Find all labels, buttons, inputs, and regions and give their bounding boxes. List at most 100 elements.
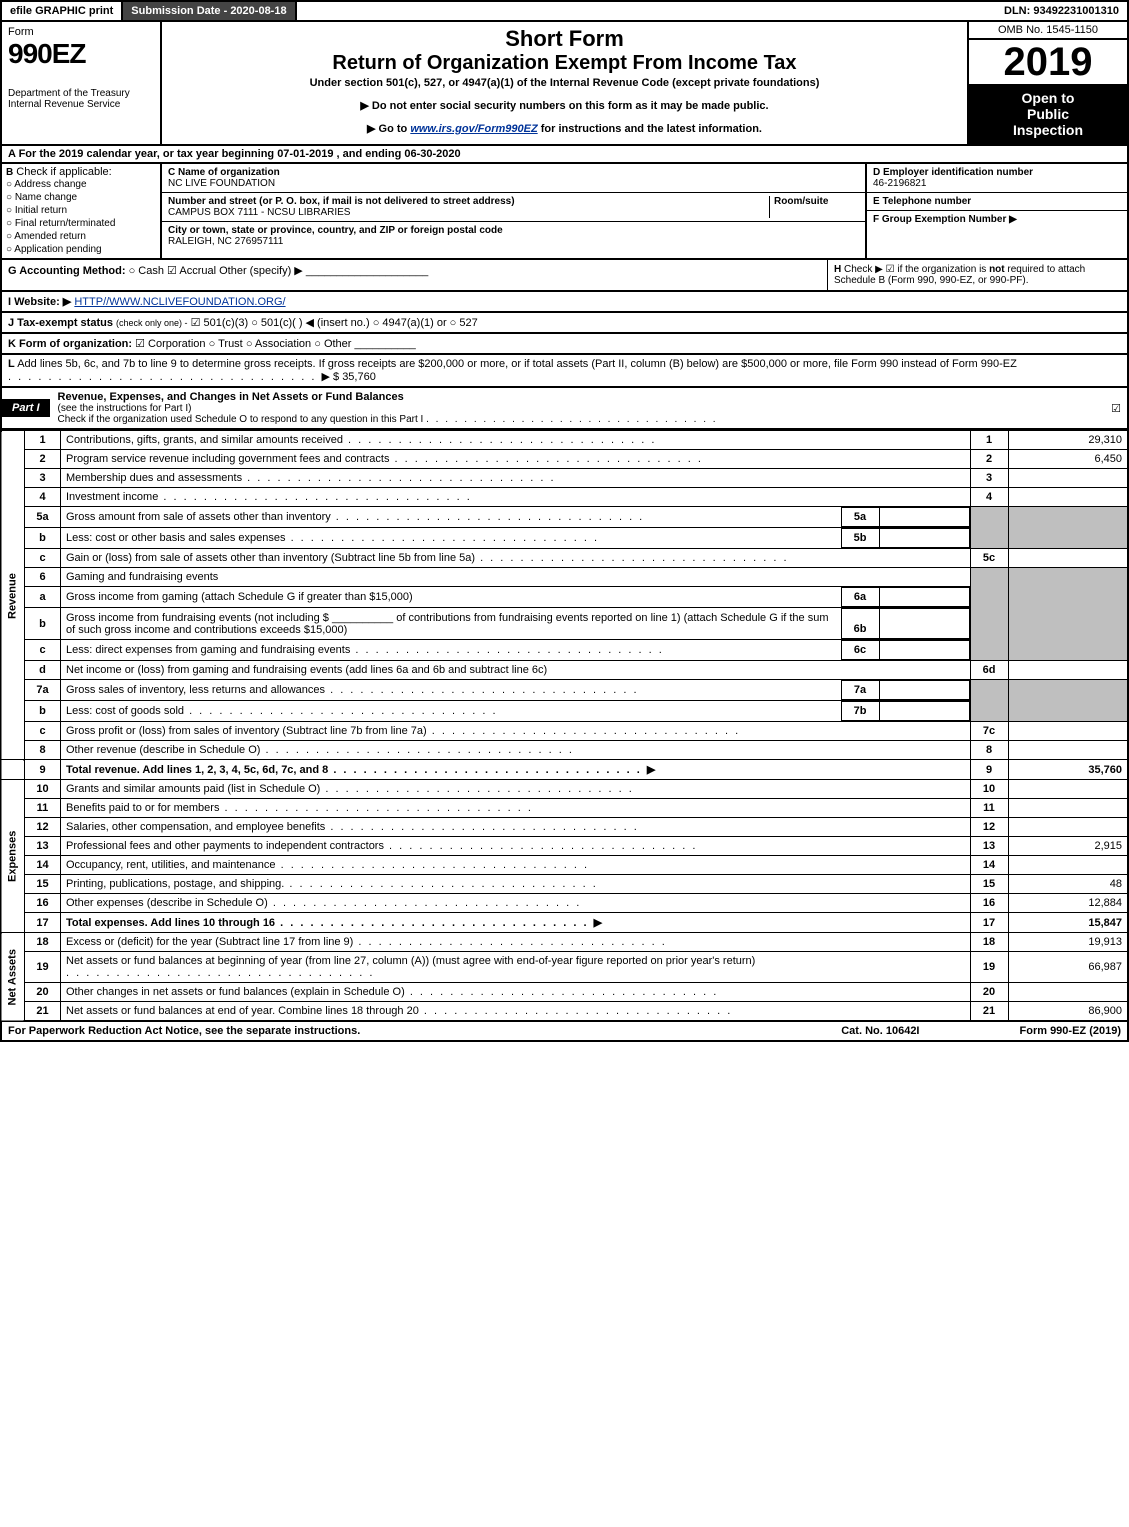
- j-501c[interactable]: 501(c)( ) ◀ (insert no.): [251, 317, 369, 329]
- table-row: 12 Salaries, other compensation, and emp…: [1, 818, 1128, 837]
- j-4947[interactable]: 4947(a)(1) or: [373, 317, 447, 329]
- table-row: 4 Investment income 4: [1, 488, 1128, 507]
- line-amt: [1008, 799, 1128, 818]
- line-amt: 35,760: [1008, 760, 1128, 780]
- line-box: 18: [970, 933, 1008, 952]
- form-word: Form: [8, 26, 154, 38]
- k-assoc[interactable]: Association: [246, 338, 311, 350]
- dots-icon: [66, 967, 374, 979]
- table-row: 8 Other revenue (describe in Schedule O)…: [1, 741, 1128, 760]
- chk-final-return[interactable]: Final return/terminated: [6, 217, 156, 230]
- line-num: 4: [25, 488, 61, 507]
- l-amount: $ 35,760: [333, 371, 376, 383]
- line-num: 17: [25, 913, 61, 933]
- footer-form: 990-EZ: [1050, 1025, 1086, 1037]
- page-footer: For Paperwork Reduction Act Notice, see …: [0, 1022, 1129, 1042]
- row-gh: G Accounting Method: Cash Accrual Other …: [0, 260, 1129, 292]
- d: Net assets or fund balances at beginning…: [66, 955, 755, 967]
- line-amt: 66,987: [1008, 952, 1128, 983]
- chk-address-change[interactable]: Address change: [6, 178, 156, 191]
- footer-right-pre: Form: [1020, 1025, 1051, 1037]
- line-box: 2: [970, 450, 1008, 469]
- g-other[interactable]: Other (specify) ▶: [219, 265, 303, 277]
- col-b: B Check if applicable: Address change Na…: [2, 164, 162, 258]
- dots-icon: [284, 878, 597, 890]
- line-num: b: [25, 701, 61, 722]
- k-trust[interactable]: Trust: [209, 338, 243, 350]
- line-box: 17: [970, 913, 1008, 933]
- inner-box: 7a: [841, 681, 879, 700]
- line-box: 21: [970, 1002, 1008, 1022]
- chk-name-change[interactable]: Name change: [6, 191, 156, 204]
- j-501c3[interactable]: 501(c)(3): [191, 317, 249, 329]
- line-box: 7c: [970, 722, 1008, 741]
- website-link[interactable]: HTTP//WWW.NCLIVEFOUNDATION.ORG/: [74, 296, 285, 308]
- d: Printing, publications, postage, and shi…: [66, 878, 284, 890]
- line-box: 19: [970, 952, 1008, 983]
- row-i: I Website: ▶ HTTP//WWW.NCLIVEFOUNDATION.…: [0, 292, 1129, 313]
- g-cash[interactable]: Cash: [129, 265, 164, 277]
- k-corp[interactable]: Corporation: [135, 338, 205, 350]
- dept-irs: Internal Revenue Service: [8, 99, 154, 110]
- line-amt: [1008, 661, 1128, 680]
- short-form-title: Short Form: [172, 26, 957, 52]
- table-row: c Less: direct expenses from gaming and …: [1, 640, 1128, 661]
- dln-label: DLN: 93492231001310: [996, 2, 1127, 20]
- line-num: 18: [25, 933, 61, 952]
- row-l: L Add lines 5b, 6c, and 7b to line 9 to …: [0, 355, 1129, 388]
- d: Gross income from gaming (attach Schedul…: [66, 591, 413, 603]
- d1: Gross income from fundraising events (no…: [66, 612, 332, 624]
- chk-amended-return[interactable]: Amended return: [6, 230, 156, 243]
- part1-dots: [426, 414, 717, 425]
- footer-right: Form 990-EZ (2019): [1020, 1025, 1122, 1037]
- goto-note: Go to www.irs.gov/Form990EZ for instruct…: [172, 122, 957, 135]
- table-row: 7a Gross sales of inventory, less return…: [1, 680, 1128, 701]
- d-label: D Employer identification number: [873, 167, 1121, 178]
- dots-icon: [331, 511, 644, 523]
- line-desc: Other changes in net assets or fund bala…: [61, 983, 971, 1002]
- g-line: ____________________: [306, 265, 428, 277]
- d: Benefits paid to or for members: [66, 802, 219, 814]
- line-desc: Gross income from fundraising events (no…: [61, 608, 971, 640]
- line-desc: Total expenses. Add lines 10 through 16: [61, 913, 971, 933]
- goto-post: for instructions and the latest informat…: [538, 123, 762, 135]
- d: Salaries, other compensation, and employ…: [66, 821, 325, 833]
- j-label: J Tax-exempt status: [8, 317, 113, 329]
- street-label: Number and street (or P. O. box, if mail…: [168, 196, 769, 207]
- dots-icon: [260, 744, 573, 756]
- h-label: H: [834, 264, 841, 275]
- line-desc: Investment income: [61, 488, 971, 507]
- inner-amt: [879, 702, 969, 721]
- chk-application-pending[interactable]: Application pending: [6, 243, 156, 256]
- header-center: Short Form Return of Organization Exempt…: [162, 22, 967, 144]
- table-row: b Gross income from fundraising events (…: [1, 608, 1128, 640]
- irs-link[interactable]: www.irs.gov/Form990EZ: [410, 123, 537, 135]
- k-other[interactable]: Other: [314, 338, 351, 350]
- line-desc: Gain or (loss) from sale of assets other…: [61, 549, 971, 568]
- j-527[interactable]: 527: [450, 317, 478, 329]
- line-amt: [1008, 469, 1128, 488]
- d: Less: cost or other basis and sales expe…: [66, 532, 286, 544]
- part1-title-sub: (see the instructions for Part I): [58, 403, 1104, 414]
- col-c: C Name of organization NC LIVE FOUNDATIO…: [162, 164, 867, 258]
- line-desc: Net assets or fund balances at end of ye…: [61, 1002, 971, 1022]
- dots-icon: [405, 986, 718, 998]
- submission-date: Submission Date - 2020-08-18: [123, 2, 296, 20]
- line-num: 13: [25, 837, 61, 856]
- line-desc: Benefits paid to or for members: [61, 799, 971, 818]
- line-num: 3: [25, 469, 61, 488]
- table-row: 21 Net assets or fund balances at end of…: [1, 1002, 1128, 1022]
- b-check-if: Check if applicable:: [16, 166, 111, 178]
- part1-checkbox[interactable]: ☑: [1111, 402, 1127, 415]
- line-desc: Gross profit or (loss) from sales of inv…: [61, 722, 971, 741]
- line-desc: Gross sales of inventory, less returns a…: [61, 680, 971, 701]
- d: Program service revenue including govern…: [66, 453, 389, 465]
- table-row: c Gross profit or (loss) from sales of i…: [1, 722, 1128, 741]
- h-not: not: [989, 264, 1005, 275]
- table-row: 14 Occupancy, rent, utilities, and maint…: [1, 856, 1128, 875]
- efile-label[interactable]: efile GRAPHIC print: [2, 2, 123, 20]
- chk-initial-return[interactable]: Initial return: [6, 204, 156, 217]
- g-accrual[interactable]: Accrual: [167, 265, 216, 277]
- table-row-total: 9 Total revenue. Add lines 1, 2, 3, 4, 5…: [1, 760, 1128, 780]
- line-num: d: [25, 661, 61, 680]
